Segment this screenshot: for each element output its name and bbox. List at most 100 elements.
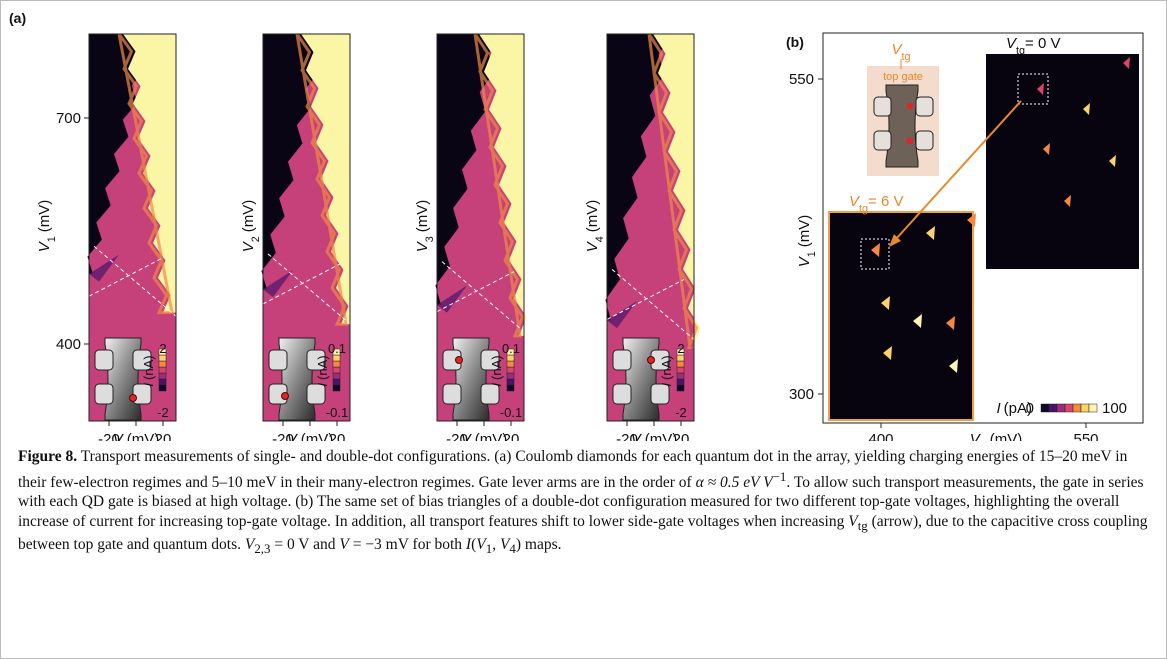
dashed-guide [88, 255, 167, 297]
label-symbol: I [315, 383, 330, 387]
colorbar-label: -0.1 [500, 405, 522, 420]
quantum-dot [455, 356, 463, 364]
device-body [885, 84, 919, 168]
label-unit: (mV) [127, 431, 160, 441]
y-tick-label: 700 [56, 110, 81, 127]
label-unit: (mV) [645, 431, 678, 441]
map-high-region [301, 34, 350, 325]
label-subscript: tg [1016, 45, 1025, 57]
caption-text: , [492, 536, 500, 554]
x-tick-label: 20 [155, 431, 172, 441]
colorbar-cell [332, 360, 341, 368]
colorbar-title: I (pA) [996, 400, 1032, 417]
current-feature [1037, 83, 1044, 95]
x-axis-label: V (mV) [631, 431, 678, 441]
caption-sub: 2,3 [254, 541, 271, 557]
current-feature [1064, 195, 1071, 207]
x-tick-label: 20 [503, 431, 520, 441]
label-symbol: I [659, 383, 674, 387]
label-unit: (mV) [990, 431, 1023, 441]
caption-math: V [499, 536, 510, 554]
label-symbol: V [1006, 35, 1018, 52]
highlight-box [860, 238, 890, 270]
label-unit: = 0 V [1025, 35, 1060, 52]
colorbar-label: -2 [675, 405, 687, 420]
x-axis-label: V (mV) [287, 431, 334, 441]
colorbar-cell [332, 366, 341, 374]
label-unit: (nA) [141, 355, 156, 380]
caption-sub: 4 [509, 541, 516, 557]
colorbar-cell [332, 372, 341, 380]
colorbar-cell [676, 366, 685, 374]
device-gate [132, 349, 152, 371]
panel-label: (a) [9, 10, 26, 26]
current-feature [881, 296, 890, 310]
x-tick-label: -20 [616, 431, 638, 441]
colorbar-label: 2 [677, 341, 684, 356]
current-feature [967, 213, 976, 227]
current-feature [949, 359, 958, 373]
current-feature [1123, 57, 1130, 69]
caption-math: V [244, 536, 255, 554]
label-subscript: 1 [46, 236, 58, 242]
colorbar-cell [1056, 403, 1066, 413]
gate-label: Vtg [891, 41, 910, 63]
label-symbol: I [489, 383, 504, 387]
panel-label: (b) [786, 34, 804, 50]
x-axis-label: V (mV) [113, 431, 160, 441]
colorbar-cell [332, 348, 341, 356]
colorbar-label: 0 [1026, 400, 1034, 417]
map-label: Vtg= 6 V [849, 193, 903, 215]
device-gate [268, 349, 288, 371]
plot-frame [88, 33, 177, 422]
device-gate [873, 130, 892, 151]
label-unit: = 6 V [868, 193, 903, 210]
dashed-guide [611, 269, 695, 340]
top-gate-label: top gate [883, 71, 923, 83]
label-symbol: V [796, 255, 813, 267]
label-subscript: 4 [594, 236, 606, 242]
colorbar-cell [676, 360, 685, 368]
x-tick-label: 550 [1073, 431, 1098, 441]
colorbar-label: 100 [1102, 400, 1127, 417]
dashed-guide [441, 261, 525, 333]
y-axis-label: V2 (mV) [240, 200, 262, 253]
label-symbol: V [631, 431, 643, 441]
colorbar-cell [158, 384, 167, 392]
label-unit: (mV) [414, 200, 431, 233]
colorbar-label: 2 [159, 341, 166, 356]
colorbar-cell [158, 348, 167, 356]
colorbar-title: I (nA) [315, 355, 330, 386]
device-gate [915, 96, 934, 117]
label-unit: (nA) [659, 355, 674, 380]
colorbar-label: -2 [157, 405, 169, 420]
device-gate [94, 349, 114, 371]
label-symbol: V [240, 240, 257, 252]
caption-text: ) maps. [515, 536, 562, 554]
colorbar-cell [1072, 403, 1082, 413]
y-axis-label: V4 (mV) [584, 200, 606, 253]
map-edge [647, 33, 699, 349]
label-symbol: V [970, 431, 982, 441]
device-gate [650, 383, 670, 405]
label-subscript: 1 [806, 251, 818, 257]
label-symbol: V [849, 193, 861, 210]
figure: (a)2-2I(nA)-20 20V (mV)V1(mV)0.1-0.1I(nA)-… [9, 10, 1144, 441]
device-gate [480, 349, 500, 371]
map-transition [263, 270, 293, 298]
device-gate [612, 349, 632, 371]
current-map [828, 211, 974, 421]
x-axis-label: V4(mV) [970, 431, 1023, 441]
device-gate [94, 383, 114, 405]
colorbar-cell [332, 378, 341, 386]
label-symbol: V [287, 431, 299, 441]
map-label: Vtg= 0 V [1006, 35, 1060, 57]
caption-math: α ≈ 0.5 eV V [695, 473, 773, 491]
x-tick-label: 20 [673, 431, 690, 441]
caption-text: = −3 mV for both [348, 536, 466, 554]
caption-text: Transport measurements of single- and do… [18, 448, 1128, 491]
colorbar-cell [506, 360, 515, 368]
label-unit: (nA) [489, 355, 504, 380]
current-feature [946, 316, 955, 330]
